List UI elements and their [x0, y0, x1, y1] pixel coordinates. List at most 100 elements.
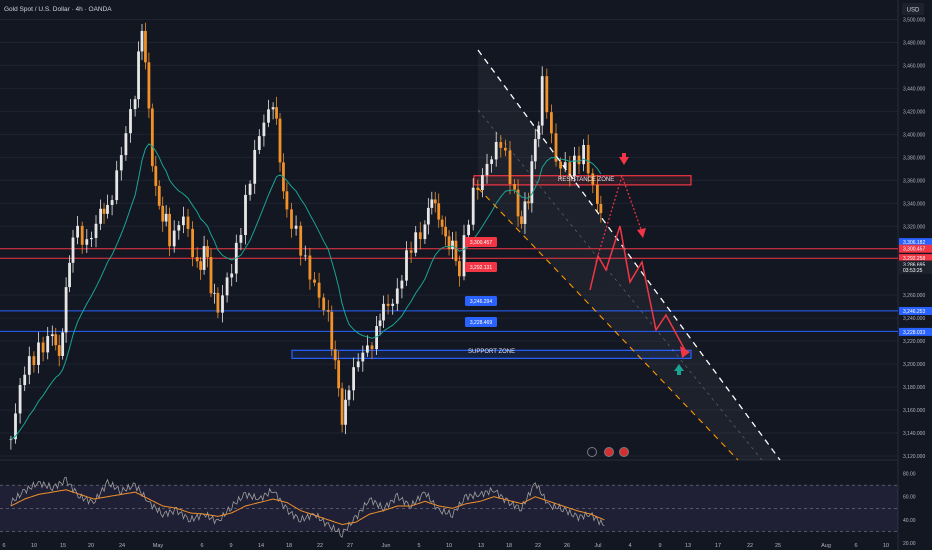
- price-tick-label: 3,400.000: [903, 132, 925, 138]
- price-tick-label: 3,200.000: [903, 362, 925, 368]
- channel-mid-line: [477, 109, 763, 461]
- channel-lower-line[interactable]: [477, 187, 739, 461]
- candle-body: [230, 273, 234, 278]
- time-tick-label: 15: [60, 543, 66, 549]
- candle-body: [85, 239, 89, 245]
- candle-body: [133, 99, 137, 110]
- time-tick-label: 22: [317, 543, 323, 549]
- candle-body: [94, 223, 98, 238]
- currency-badge[interactable]: [902, 3, 924, 15]
- candle-body: [106, 204, 109, 214]
- candle-body: [582, 144, 585, 165]
- price-badge: [899, 260, 932, 269]
- candle-body: [129, 109, 132, 134]
- candle-body: [440, 219, 444, 227]
- sell-arrow-icon: [619, 157, 629, 165]
- candle-body: [110, 200, 114, 205]
- candle-body: [303, 255, 307, 257]
- time-tick-label: 18: [286, 543, 292, 549]
- candle-body: [275, 107, 278, 119]
- price-tick-label: 3,220.000: [903, 339, 925, 345]
- candle-body: [57, 345, 61, 356]
- time-tick-label: May: [153, 543, 164, 549]
- support-level-value: 3,228.469: [470, 320, 492, 326]
- projection-path: [589, 225, 687, 353]
- candle-body: [144, 30, 147, 63]
- price-tick-label: 3,440.000: [903, 86, 925, 92]
- time-tick-label: 6: [200, 543, 203, 549]
- time-tick-label: 6: [2, 543, 5, 549]
- price-badge-label: 3,286.695: [903, 263, 925, 269]
- time-tick-label: Jul: [594, 543, 601, 549]
- candle-body: [530, 161, 534, 204]
- time-tick-label: 14: [258, 543, 264, 549]
- resistance-level-value: 3,292.131: [470, 265, 492, 271]
- candle-body: [361, 352, 365, 362]
- candle-body: [454, 240, 458, 262]
- time-tick-label: 26: [564, 543, 570, 549]
- time-tick-label: Aug: [821, 543, 831, 549]
- time-tick-label: 13: [685, 543, 691, 549]
- candle-body: [382, 303, 385, 321]
- candle-body: [586, 144, 590, 174]
- candle-body: [80, 225, 84, 245]
- ema-line: [10, 143, 602, 440]
- candle-body: [591, 173, 595, 185]
- time-tick-label: 27: [347, 543, 353, 549]
- candle-body: [395, 288, 399, 304]
- rsi-ma-line: [10, 489, 605, 526]
- candle-body: [209, 257, 213, 294]
- candle-body: [290, 209, 293, 229]
- candle-body: [161, 205, 165, 222]
- candle-body: [154, 166, 158, 186]
- candle-body: [191, 228, 194, 258]
- candle-body: [378, 320, 382, 327]
- candle-body: [471, 187, 475, 225]
- candle-body: [337, 360, 341, 389]
- candle-body: [313, 279, 316, 283]
- candle-body: [451, 240, 454, 250]
- candle-body: [168, 213, 171, 247]
- flag-event-icon[interactable]: [604, 447, 614, 457]
- candle-body: [330, 311, 334, 350]
- candle-body: [414, 232, 418, 253]
- candle-body: [64, 287, 68, 333]
- candle-body: [23, 374, 27, 386]
- candle-body: [76, 225, 79, 238]
- time-tick-label: Jun: [382, 543, 391, 549]
- candle-body: [513, 184, 516, 190]
- price-tick-label: 3,180.000: [903, 385, 925, 391]
- price-tick-label: 3,260.000: [903, 293, 925, 299]
- candle-body: [27, 356, 31, 375]
- price-scale[interactable]: [898, 0, 932, 550]
- candle-body: [326, 310, 330, 312]
- flag-event-icon-2[interactable]: [619, 447, 629, 457]
- candle-body: [213, 292, 216, 294]
- candle-body: [340, 388, 344, 425]
- candle-body: [54, 334, 58, 346]
- price-tick-label: 3,420.000: [903, 109, 925, 115]
- candle-body: [370, 345, 374, 350]
- price-axis-ticks: 3,500.000 3,480.000 3,460.000 3,440.000 3,42…: [903, 17, 925, 460]
- candle-body: [225, 277, 229, 296]
- candle-body: [299, 225, 303, 256]
- price-badge: [899, 306, 932, 315]
- candle-body: [186, 216, 190, 229]
- candle-body: [375, 326, 378, 350]
- channel-upper-line[interactable]: [477, 49, 781, 461]
- candle-body: [285, 191, 289, 210]
- candle-body: [520, 216, 523, 224]
- time-tick-label: 17: [715, 543, 721, 549]
- event-marker-icon[interactable]: [587, 447, 597, 457]
- time-tick-label: 22: [747, 543, 753, 549]
- time-tick-label: 10: [31, 543, 37, 549]
- candle-body: [400, 280, 404, 289]
- price-tick-label: 3,240.000: [903, 316, 925, 322]
- candle-body: [550, 112, 553, 134]
- candle-body: [253, 149, 257, 184]
- candle-body: [599, 203, 603, 214]
- candle-body: [32, 356, 36, 365]
- time-tick-label: 18: [506, 543, 512, 549]
